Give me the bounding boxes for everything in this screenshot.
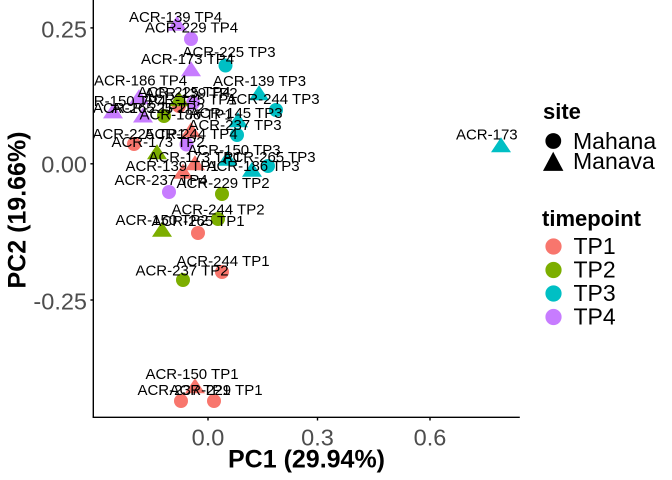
svg-text:ACR-265 TP3: ACR-265 TP3 — [222, 149, 315, 166]
svg-text:ACR-244 TP4: ACR-244 TP4 — [144, 126, 237, 143]
svg-text:site: site — [543, 99, 581, 124]
svg-text:ACR-150 TP2: ACR-150 TP2 — [115, 212, 208, 229]
svg-text:PC1 (29.94%): PC1 (29.94%) — [228, 446, 385, 474]
svg-text:ACR-244 TP1: ACR-244 TP1 — [176, 253, 269, 270]
svg-text:ACR-265 TP2: ACR-265 TP2 — [93, 100, 186, 117]
svg-text:TP3: TP3 — [574, 280, 616, 306]
svg-text:ACR-186 TP1: ACR-186 TP1 — [139, 107, 232, 124]
svg-text:ACR-139 TP2: ACR-139 TP2 — [144, 85, 237, 102]
svg-text:ACR-173 TP2: ACR-173 TP2 — [111, 134, 204, 151]
svg-text:ACR-237 TP3: ACR-237 TP3 — [188, 117, 281, 134]
svg-text:ACR-237 TP2: ACR-237 TP2 — [135, 263, 228, 280]
svg-text:TP1: TP1 — [574, 233, 616, 259]
svg-text:ACR-145 TP3: ACR-145 TP3 — [189, 105, 282, 122]
svg-text:ACR-139 TP4: ACR-139 TP4 — [129, 9, 222, 26]
svg-text:-0.25: -0.25 — [33, 289, 87, 315]
svg-text:ACR-173 TP4: ACR-173 TP4 — [141, 51, 234, 68]
svg-text:ACR-186 TP4: ACR-186 TP4 — [94, 73, 187, 90]
svg-text:TP2: TP2 — [574, 257, 616, 283]
svg-text:timepoint: timepoint — [542, 206, 642, 231]
svg-text:ACR-173 TP1: ACR-173 TP1 — [148, 149, 241, 166]
svg-text:ACR-150 TP4: ACR-150 TP4 — [73, 93, 166, 110]
svg-text:ACR-173 TP3: ACR-173 TP3 — [456, 127, 549, 144]
svg-text:Mahana: Mahana — [573, 128, 656, 154]
svg-text:ACR-225 TP1: ACR-225 TP1 — [92, 126, 185, 143]
svg-text:ACR-150 TP1: ACR-150 TP1 — [145, 366, 238, 383]
svg-text:ACR-244 TP3: ACR-244 TP3 — [226, 91, 319, 108]
svg-text:ACR-265 TP1: ACR-265 TP1 — [151, 213, 244, 230]
svg-text:Manava: Manava — [573, 148, 655, 174]
svg-text:ACR-139 TP3: ACR-139 TP3 — [213, 73, 306, 90]
svg-text:TP4: TP4 — [574, 304, 616, 330]
svg-text:0.00: 0.00 — [41, 152, 87, 178]
svg-text:ACR-229 TP2: ACR-229 TP2 — [176, 175, 269, 192]
svg-text:0.25: 0.25 — [41, 17, 87, 43]
svg-text:ACR-225 TP2: ACR-225 TP2 — [111, 100, 204, 117]
svg-text:ACR-237 TP1: ACR-237 TP1 — [137, 382, 230, 399]
svg-text:ACR-229 TP4: ACR-229 TP4 — [145, 20, 238, 37]
svg-text:ACR-225 TP4: ACR-225 TP4 — [137, 84, 230, 101]
svg-text:0.3: 0.3 — [301, 425, 334, 451]
svg-text:ACR-139 TP1: ACR-139 TP1 — [125, 158, 218, 175]
svg-text:ACR-237 TP4: ACR-237 TP4 — [114, 172, 207, 189]
svg-text:ACR-225 TP3: ACR-225 TP3 — [182, 44, 275, 61]
svg-text:ACR-186 TP3: ACR-186 TP3 — [206, 158, 299, 175]
svg-text:0.0: 0.0 — [192, 425, 225, 451]
svg-text:ACR-244 TP2: ACR-244 TP2 — [171, 202, 264, 219]
svg-text:PC2 (19.66%): PC2 (19.66%) — [4, 131, 32, 288]
svg-text:0.6: 0.6 — [414, 425, 447, 451]
svg-text:ACR-150 TP3: ACR-150 TP3 — [187, 142, 280, 159]
svg-text:ACR-145 TP1: ACR-145 TP1 — [143, 92, 236, 109]
svg-text:ACR-229 TP1: ACR-229 TP1 — [169, 382, 262, 399]
